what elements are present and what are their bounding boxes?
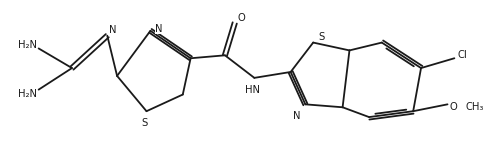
Text: N: N xyxy=(293,111,301,121)
Text: O: O xyxy=(449,102,457,112)
Text: HN: HN xyxy=(245,85,260,95)
Text: H₂N: H₂N xyxy=(18,39,37,50)
Text: S: S xyxy=(318,32,325,42)
Text: N: N xyxy=(109,25,117,35)
Text: H₂N: H₂N xyxy=(18,89,37,99)
Text: CH₃: CH₃ xyxy=(465,102,484,112)
Text: N: N xyxy=(155,24,163,34)
Text: O: O xyxy=(238,13,245,23)
Text: Cl: Cl xyxy=(457,50,467,60)
Text: S: S xyxy=(142,118,148,128)
